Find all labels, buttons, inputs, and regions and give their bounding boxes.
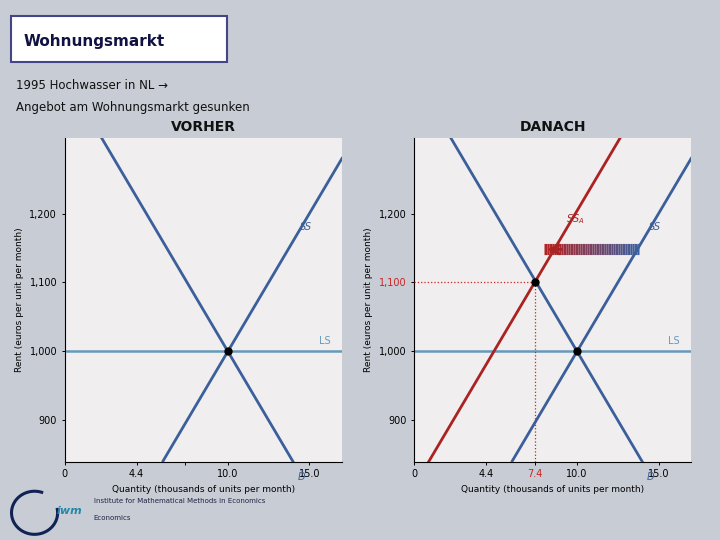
Text: LS: LS	[319, 336, 330, 346]
Text: D: D	[298, 472, 305, 482]
Text: VORHER: VORHER	[171, 120, 235, 134]
Text: SS: SS	[300, 222, 312, 232]
Text: 1995 Hochwasser in NL →: 1995 Hochwasser in NL →	[16, 79, 168, 92]
X-axis label: Quantity (thousands of units per month): Quantity (thousands of units per month)	[112, 485, 295, 494]
FancyBboxPatch shape	[11, 16, 227, 62]
X-axis label: Quantity (thousands of units per month): Quantity (thousands of units per month)	[461, 485, 644, 494]
Text: D: D	[647, 472, 654, 482]
Text: Angebot am Wohnungsmarkt gesunken: Angebot am Wohnungsmarkt gesunken	[16, 100, 250, 114]
Y-axis label: Rent (euros per unit per month): Rent (euros per unit per month)	[364, 227, 373, 372]
Text: SS: SS	[649, 222, 661, 232]
Text: Wohnungsmarkt: Wohnungsmarkt	[24, 34, 165, 49]
Text: iwm: iwm	[56, 505, 82, 516]
Y-axis label: Rent (euros per unit per month): Rent (euros per unit per month)	[15, 227, 24, 372]
Text: LS: LS	[668, 336, 680, 346]
Text: Economics: Economics	[94, 516, 131, 522]
Text: Institute for Mathematical Methods in Economics: Institute for Mathematical Methods in Ec…	[94, 498, 265, 504]
Text: $SS_A$: $SS_A$	[566, 212, 584, 226]
Text: DANACH: DANACH	[520, 120, 586, 134]
